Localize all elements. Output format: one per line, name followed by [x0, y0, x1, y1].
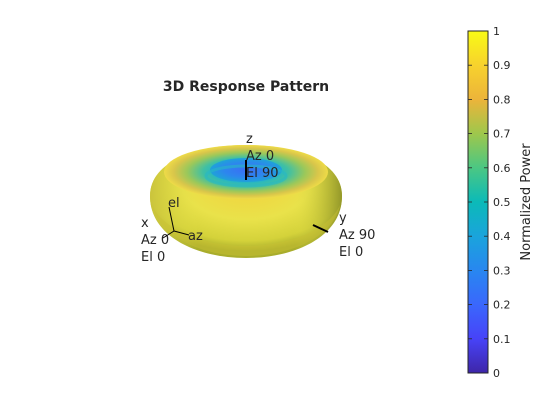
- colorbar-tick-label: 0.2: [493, 299, 511, 312]
- y-axis-az: Az 90: [339, 228, 375, 243]
- y-axis-label: y: [339, 211, 347, 226]
- colorbar-tick-label: 0: [493, 367, 500, 380]
- x-axis-el: El 0: [141, 250, 165, 265]
- az-arrow: [173, 230, 190, 236]
- local-az-label: az: [188, 229, 203, 244]
- colorbar-tick-label: 1: [493, 25, 500, 38]
- local-el-label: el: [168, 196, 180, 211]
- colorbar-tick-label: 0.3: [493, 264, 511, 277]
- colorbar-tick-label: 0.5: [493, 196, 511, 209]
- colorbar-tick-label: 0.1: [493, 333, 511, 346]
- colorbar-tick-label: 0.6: [493, 162, 511, 175]
- colorbar-tick-label: 0.8: [493, 93, 511, 106]
- chart-title: 3D Response Pattern: [163, 79, 329, 95]
- colorbar-tick-label: 0.7: [493, 128, 511, 141]
- colorbar-ticks: 0 0.1 0.2 0.3 0.4 0.5 0.6 0.7 0.8 0.9 1: [468, 25, 511, 380]
- y-axis-el: El 0: [339, 245, 363, 260]
- torus-lower-shade: [152, 205, 340, 256]
- z-axis-el: El 90: [246, 166, 279, 181]
- y-axis-line: [312, 224, 329, 233]
- colorbar-tick-label: 0.4: [493, 230, 511, 243]
- torus-surface: [150, 145, 342, 258]
- z-axis-label: z: [246, 132, 253, 147]
- el-arrow: [168, 206, 175, 232]
- colorbar-tick-label: 0.9: [493, 59, 511, 72]
- x-arrow: [162, 230, 175, 239]
- z-axis-az: Az 0: [246, 149, 274, 164]
- colorbar-label: Normalized Power: [519, 143, 534, 261]
- colorbar: 0 0.1 0.2 0.3 0.4 0.5 0.6 0.7 0.8 0.9 1 Normalized…: [467, 25, 534, 380]
- x-axis-az: Az 0: [141, 233, 169, 248]
- x-axis-label: x: [141, 216, 149, 231]
- axis-annotations: z Az 0 El 90 x Az 0 El 0 el az y Az 90 E…: [141, 132, 375, 265]
